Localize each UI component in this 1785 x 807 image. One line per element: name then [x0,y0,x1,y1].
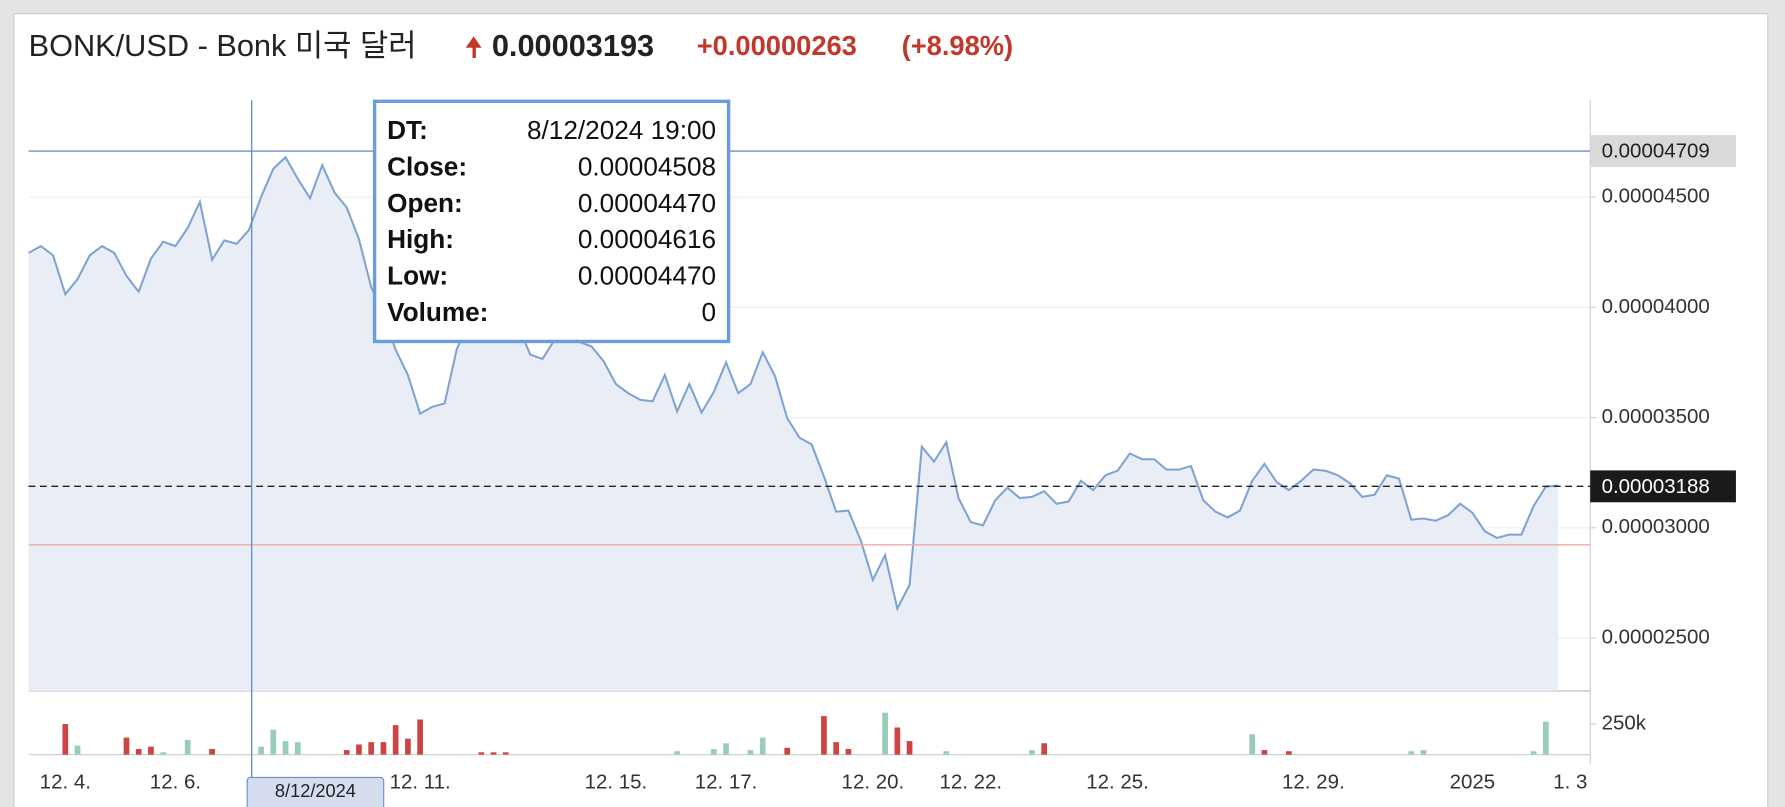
volume-bar [1286,751,1292,755]
volume-bar [123,737,130,755]
tooltip-label: Open: [387,188,463,218]
tooltip-value: 8/12/2024 19:00 [527,115,716,145]
crosshair-y-label: 0.00004709 [1602,140,1710,163]
volume-bar [62,724,69,755]
volume-bar [184,739,191,755]
up-arrow [465,36,482,59]
volume-bar [723,743,729,755]
volume-bar [821,716,827,755]
volume-bar [417,719,423,755]
volume-bar [160,752,167,755]
volume-bar [356,744,362,755]
y2-tick-label: 250k [1602,711,1647,734]
tooltip-label: High: [387,224,454,254]
volume-bar [1041,743,1048,755]
y-tick-label: 0.00003500 [1602,405,1710,428]
volume-bar [674,751,680,755]
x-tick-label: 1. 3 [1553,771,1587,794]
volume-bar [747,750,754,755]
x-tick-label: 2025 [1450,771,1496,794]
plot: 0.00002500 0.00003000 0.00003500 0.00004000… [28,99,1736,807]
volume-bar [343,750,350,755]
tooltip-label: Volume: [387,297,488,327]
volume-bar [282,741,289,755]
volume-bar [882,712,888,755]
tooltip-value: 0.00004470 [578,188,716,218]
volume-bar [405,738,411,755]
x-tick-label: 12. 25. [1086,771,1149,794]
tooltip-box [372,99,731,344]
volume-bar [380,742,387,755]
change-pct: (+8.98%) [902,30,1014,61]
crosshair-x-label: 8/12/2024 [275,781,356,801]
tooltip-value: 0.00004508 [578,151,716,181]
price: 0.00003193 [492,28,654,63]
volume-bar [148,746,154,755]
volume-bar [906,741,913,755]
tooltip-value: 0 [702,297,717,327]
y-tick-label: 0.00002500 [1602,625,1710,648]
y-tick-label: 0.00004500 [1602,185,1710,208]
volume-bar [1530,751,1537,755]
volume-bar [1249,734,1256,755]
volume-bar [833,742,840,755]
x-tick-label: 12. 4. [40,771,91,794]
price-line [28,155,1559,612]
volume-bar [710,749,717,755]
volume-bar [1261,750,1268,755]
area [28,157,1559,691]
volume-bar [209,749,215,755]
tooltip-value: 0.00004470 [578,261,716,291]
volume-bar [294,742,301,755]
volume-bar [135,749,142,755]
x-tick-label: 12. 6. [150,771,201,794]
volume-bar [894,727,901,755]
volume-bar [74,745,81,755]
x-tick-label: 12. 29. [1282,771,1345,794]
y-tick-label: 0.00004000 [1602,295,1710,318]
volume-bar [490,752,497,755]
volume-bar [1420,750,1427,755]
volume-bar [1408,751,1415,755]
volume-bar [502,752,509,755]
tooltip-value: 0.00004616 [578,224,716,254]
volume-bar [943,751,950,755]
volume-bar [1029,750,1035,755]
volume-bar [759,737,766,755]
volume-bar [478,752,485,755]
volume-bar [845,749,852,755]
x-tick-label: 12. 17. [695,771,758,794]
y-tick-label: 0.00003000 [1602,515,1710,538]
volume-bar [784,747,791,755]
volume-bar [368,742,375,755]
chart-title: BONK/USD - Bonk 미국 달러 [29,28,417,63]
volume-bar [270,729,277,755]
tooltip-label: DT: [387,115,428,145]
last-price-box [1590,470,1736,503]
x-tick-label: 12. 22. [939,771,1002,794]
crosshair-y-box [1590,135,1736,168]
volume-bar [1542,721,1549,755]
tooltip-label: Low: [387,261,448,291]
tooltip-label: Close: [387,151,467,181]
crosshair-x-box [246,776,385,807]
volume-bar [392,725,399,755]
last-price-label: 0.00003188 [1602,475,1710,498]
x-tick-label: 12. 20. [842,771,905,794]
change: +0.00000263 [697,30,857,61]
volume-bar [258,746,264,755]
x-tick-label: 12. 11. [390,771,451,794]
x-tick-label: 12. 15. [585,771,648,794]
